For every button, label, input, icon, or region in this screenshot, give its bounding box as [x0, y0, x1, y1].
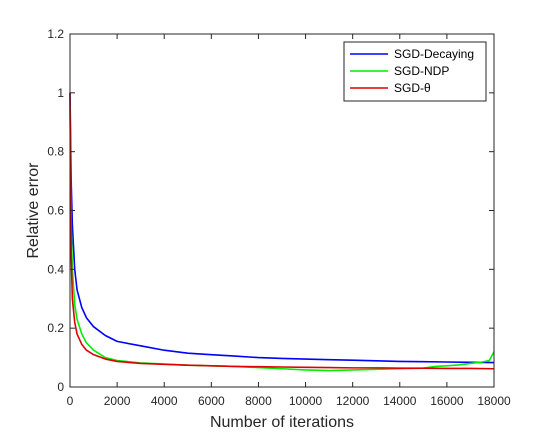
legend-label: SGD-θ: [394, 81, 431, 95]
x-tick-label: 10000: [289, 394, 323, 408]
legend-label: SGD-Decaying: [394, 47, 474, 61]
series-line-1: [69, 92, 495, 364]
y-tick-label: 0: [57, 380, 64, 394]
x-tick-label: 8000: [245, 394, 272, 408]
x-tick-label: 18000: [477, 394, 511, 408]
x-tick-label: 14000: [383, 394, 417, 408]
legend: SGD-Decaying SGD-NDP SGD-θ: [343, 41, 487, 102]
x-axis-label: Number of iterations: [210, 414, 354, 431]
legend-label: SGD-NDP: [394, 64, 449, 78]
x-tick-label: 6000: [198, 394, 225, 408]
y-tick-label: 0.4: [47, 262, 64, 276]
y-tick-label: 0.8: [47, 145, 64, 159]
x-tick-label: 4000: [151, 394, 178, 408]
x-tick-label: 12000: [336, 394, 370, 408]
y-tick-label: 0.6: [47, 204, 64, 218]
x-tick-label: 16000: [430, 394, 464, 408]
x-tick-label: 2000: [104, 394, 131, 408]
series-layer: [69, 92, 495, 372]
y-axis-label: Relative error: [25, 162, 42, 259]
y-tick-label: 0.2: [47, 321, 64, 335]
y-tick-label: 1: [57, 86, 64, 100]
y-tick-label: 1.2: [47, 27, 64, 41]
axes: 0 2000 4000 6000 8000 10000 12000 14000 16000 180…: [47, 27, 511, 408]
x-tick-label: 0: [67, 394, 74, 408]
series-line-3: [69, 92, 495, 370]
